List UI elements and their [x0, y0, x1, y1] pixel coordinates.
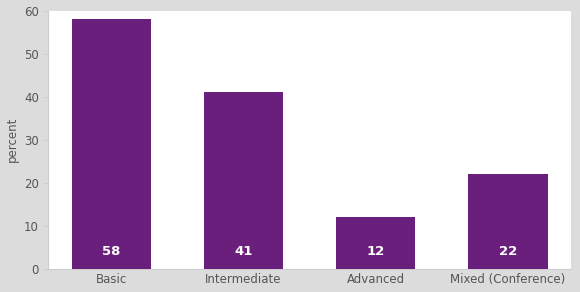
Bar	[336, 217, 415, 269]
Text: 41: 41	[234, 245, 253, 258]
Text: 58: 58	[102, 245, 121, 258]
Y-axis label: percent: percent	[6, 117, 19, 162]
Text: 22: 22	[499, 245, 517, 258]
Bar	[72, 19, 151, 269]
Bar	[468, 174, 548, 269]
Text: 12: 12	[367, 245, 385, 258]
Bar	[204, 92, 283, 269]
